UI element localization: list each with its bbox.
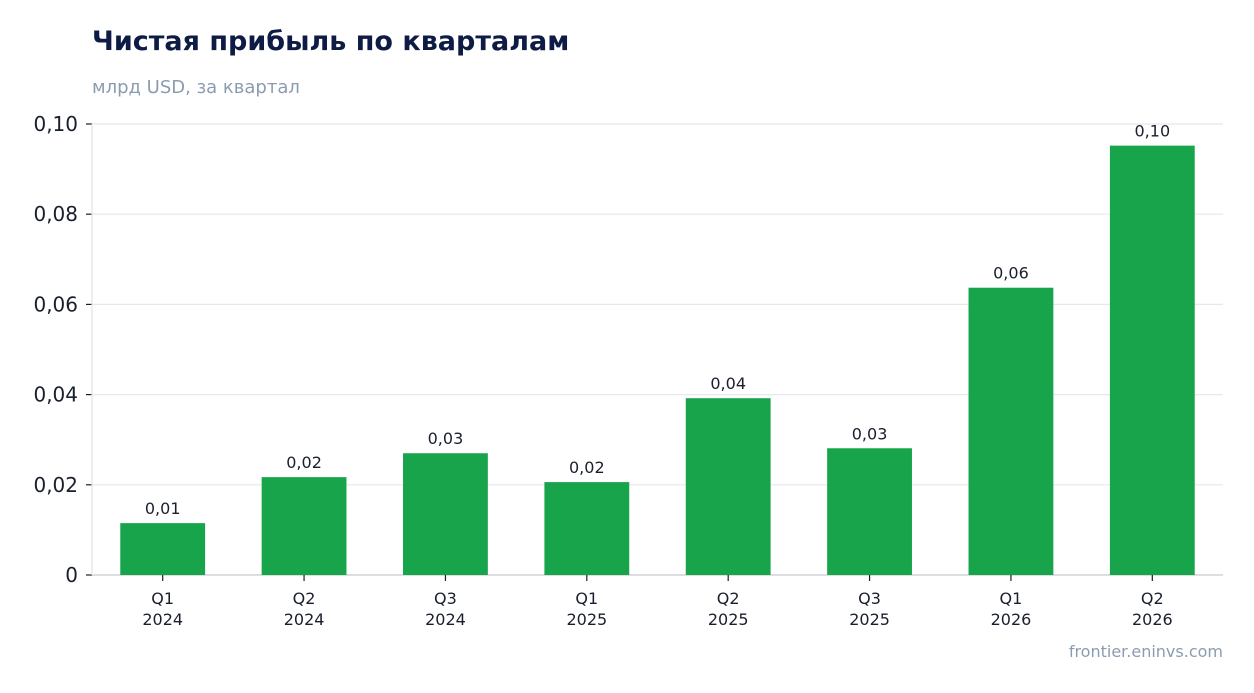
bar bbox=[120, 523, 206, 575]
x-tick-quarter: Q2 bbox=[717, 589, 740, 608]
data-label: 0,01 bbox=[145, 499, 181, 518]
bar bbox=[827, 448, 912, 575]
x-tick-quarter: Q3 bbox=[434, 589, 457, 608]
x-tick-label: Q1 2025 bbox=[566, 589, 607, 629]
bar bbox=[685, 398, 771, 575]
source-credit: frontier.eninvs.com bbox=[1068, 642, 1223, 661]
bar bbox=[1109, 145, 1195, 575]
x-tick-label: Q1 2026 bbox=[991, 589, 1032, 629]
y-tick-label: 0 bbox=[65, 563, 78, 587]
bar bbox=[544, 482, 630, 575]
x-tick-quarter: Q1 bbox=[1000, 589, 1023, 608]
chart-title: Чистая прибыль по кварталам bbox=[92, 26, 570, 57]
chart-subtitle: млрд USD, за квартал bbox=[92, 77, 300, 98]
x-tick-year: 2025 bbox=[849, 610, 890, 629]
x-tick-label: Q2 2026 bbox=[1132, 589, 1173, 629]
y-tick-label: 0,06 bbox=[33, 292, 78, 316]
y-tick-label: 0,08 bbox=[33, 202, 78, 226]
x-tick-quarter: Q2 bbox=[1141, 589, 1164, 608]
bar bbox=[968, 287, 1054, 575]
x-tick-quarter: Q2 bbox=[293, 589, 316, 608]
x-tick-year: 2026 bbox=[991, 610, 1032, 629]
bar bbox=[261, 477, 347, 575]
x-tick-year: 2024 bbox=[142, 610, 183, 629]
x-tick-year: 2025 bbox=[566, 610, 607, 629]
bar bbox=[403, 453, 488, 575]
labels: 0,01 Q1 2024 0,02 Q2 2024 0,03 Q3 2024 0,02 Q1 2025… bbox=[142, 122, 1172, 629]
y-tick-label: 0,10 bbox=[33, 112, 78, 136]
x-tick-year: 2024 bbox=[284, 610, 325, 629]
data-label: 0,02 bbox=[286, 453, 322, 472]
data-label: 0,03 bbox=[852, 424, 888, 443]
y-tick-label: 0,02 bbox=[33, 473, 78, 497]
data-label: 0,03 bbox=[428, 429, 464, 448]
x-tick-label: Q3 2025 bbox=[849, 589, 890, 629]
bars bbox=[120, 145, 1195, 575]
x-tick-label: Q1 2024 bbox=[142, 589, 183, 629]
x-tick-label: Q2 2025 bbox=[708, 589, 749, 629]
x-tick-label: Q2 2024 bbox=[284, 589, 325, 629]
x-tick-label: Q3 2024 bbox=[425, 589, 466, 629]
y-tick-label: 0,04 bbox=[33, 383, 78, 407]
x-tick-year: 2026 bbox=[1132, 610, 1173, 629]
data-label: 0,02 bbox=[569, 458, 605, 477]
x-tick-year: 2024 bbox=[425, 610, 466, 629]
data-label: 0,10 bbox=[1135, 122, 1171, 141]
x-tick-quarter: Q1 bbox=[575, 589, 598, 608]
data-label: 0,04 bbox=[710, 374, 746, 393]
data-label: 0,06 bbox=[993, 264, 1029, 283]
x-tick-year: 2025 bbox=[708, 610, 749, 629]
x-tick-quarter: Q3 bbox=[858, 589, 881, 608]
x-tick-quarter: Q1 bbox=[151, 589, 174, 608]
